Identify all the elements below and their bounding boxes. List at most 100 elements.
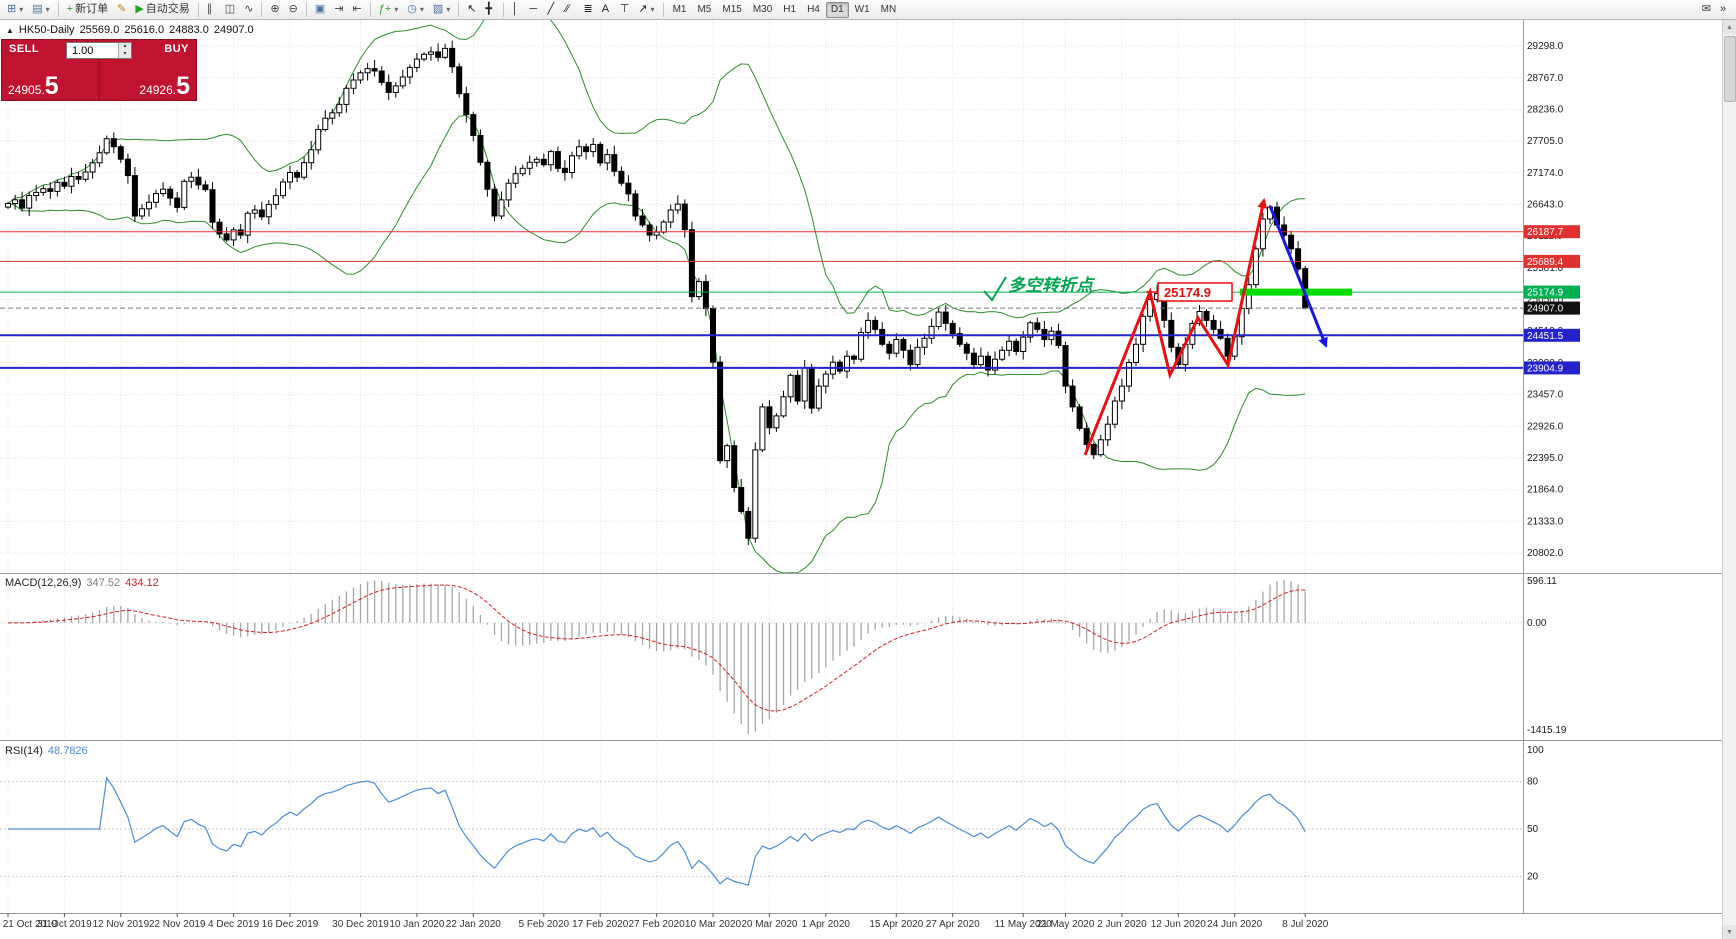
svg-text:21864.0: 21864.0 xyxy=(1527,485,1564,496)
svg-text:50: 50 xyxy=(1527,824,1539,835)
zigzag-annotation[interactable] xyxy=(1083,198,1268,456)
candlestick-chart-icon: ◫ xyxy=(224,3,236,15)
timeframe-m1-button[interactable]: M1 xyxy=(668,2,692,18)
pane-separator-macd[interactable] xyxy=(0,571,1722,576)
price-tag-text: 25174.9 xyxy=(1164,285,1211,300)
svg-text:11 May 2020: 11 May 2020 xyxy=(995,919,1053,930)
vertical-line-button[interactable]: │ xyxy=(508,1,525,18)
mail-button[interactable]: ✉ xyxy=(1698,1,1715,18)
tile-windows-button[interactable]: ▣ xyxy=(311,1,329,18)
svg-text:-1415.19: -1415.19 xyxy=(1527,725,1567,736)
svg-text:26643.0: 26643.0 xyxy=(1527,200,1564,211)
rsi-value: 48.7826 xyxy=(47,745,88,757)
dropdown-arrow-icon: ▾ xyxy=(19,4,24,14)
scrollbar-thumb[interactable] xyxy=(1723,36,1736,102)
dropdown-arrow-icon: ▾ xyxy=(394,4,399,14)
price-tag-annotation[interactable] xyxy=(1157,282,1233,302)
svg-text:25174.9: 25174.9 xyxy=(1527,288,1564,299)
toolbar-separator xyxy=(57,2,59,17)
chart-shift-button[interactable]: ⇤ xyxy=(348,1,365,18)
volume-up-button[interactable]: ▴ xyxy=(119,43,131,51)
one-click-trading-widget: SELL 24905.5 1.00 ▴ ▾ BUY 24926.5 xyxy=(1,39,197,101)
scrollbar-track[interactable] xyxy=(1723,102,1736,925)
svg-text:24 Jun 2020: 24 Jun 2020 xyxy=(1207,919,1262,930)
toolbar-overflow-button[interactable]: » xyxy=(1716,1,1733,18)
crosshair-button[interactable]: ╋ xyxy=(482,1,499,18)
auto-scroll-button[interactable]: ⇥ xyxy=(330,1,347,18)
zoom-out-button[interactable]: ⊖ xyxy=(285,1,302,18)
svg-text:12 Nov 2019: 12 Nov 2019 xyxy=(92,919,149,930)
label-tool-button[interactable]: ⊤ xyxy=(616,1,634,18)
svg-text:8 Jul 2020: 8 Jul 2020 xyxy=(1282,919,1329,930)
svg-text:22395.0: 22395.0 xyxy=(1527,453,1564,464)
autotrading-button[interactable]: ▶ 自动交易 xyxy=(131,1,193,18)
trendline-button[interactable]: ╱ xyxy=(544,1,561,18)
scroll-down-button[interactable]: ▼ xyxy=(1723,925,1736,939)
down-arrow-annotation[interactable] xyxy=(1268,205,1328,348)
bar-chart-button[interactable]: ∥ xyxy=(203,1,220,18)
svg-text:25689.4: 25689.4 xyxy=(1527,257,1564,268)
volume-input[interactable]: 1.00 xyxy=(72,44,94,57)
svg-text:10 Jan 2020: 10 Jan 2020 xyxy=(389,919,444,930)
channel-button[interactable]: ∕∕ xyxy=(562,1,579,18)
line-chart-button[interactable]: ∿ xyxy=(240,1,257,18)
rsi-axis-labels: 100 80 50 20 xyxy=(1527,745,1544,882)
vertical-scrollbar[interactable]: ▲ ▼ xyxy=(1722,20,1736,939)
indicators-button[interactable]: ƒ+ ▾ xyxy=(375,1,403,18)
periods-button[interactable]: ◷ ▾ xyxy=(403,1,428,18)
label-tool-icon: ⊤ xyxy=(619,3,630,15)
fibonacci-button[interactable]: ≣ xyxy=(580,1,597,18)
horizontal-line-icon: ─ xyxy=(529,3,538,15)
toolbar-separator xyxy=(305,2,307,17)
macd-value-signal: 434.12 xyxy=(125,577,159,589)
arrows-tool-button[interactable]: ↗ ▾ xyxy=(634,1,658,18)
macd-axis-labels: 596.11 0.00 -1415.19 xyxy=(1527,576,1567,736)
svg-text:4 Dec 2019: 4 Dec 2019 xyxy=(208,919,260,930)
macd-pane xyxy=(0,580,1523,734)
new-chart-button[interactable]: ⊞ ▾ xyxy=(3,1,27,18)
price-axis-labels: 29298.0 28767.0 28236.0 27705.0 27174.0 26643… xyxy=(1524,41,1580,559)
note-text-annotation[interactable]: 多空转折点 xyxy=(1008,276,1096,295)
chart-symbol-icon: ▲ xyxy=(6,26,14,35)
candlestick-chart-button[interactable]: ◫ xyxy=(221,1,239,18)
zoom-in-button[interactable]: ⊕ xyxy=(266,1,283,18)
svg-text:24451.5: 24451.5 xyxy=(1527,331,1564,342)
svg-text:21 Oct 2019: 21 Oct 2019 xyxy=(3,919,58,930)
svg-text:27174.0: 27174.0 xyxy=(1527,168,1564,179)
pane-separator-timeaxis[interactable] xyxy=(0,911,1722,916)
line-chart-icon: ∿ xyxy=(244,3,254,15)
timeframe-m15-button[interactable]: M15 xyxy=(717,2,746,18)
scroll-up-button[interactable]: ▲ xyxy=(1723,20,1736,34)
volume-spinner: ▴ ▾ xyxy=(118,43,131,58)
toolbar-separator xyxy=(502,2,504,17)
timeframe-m30-button[interactable]: M30 xyxy=(748,2,777,18)
buy-label: BUY xyxy=(164,43,189,55)
horizontal-line-button[interactable]: ─ xyxy=(526,1,543,18)
timeframe-w1-button[interactable]: W1 xyxy=(850,2,875,18)
auto-scroll-icon: ⇥ xyxy=(334,3,344,15)
svg-text:596.11: 596.11 xyxy=(1527,576,1557,587)
channel-icon: ∕∕ xyxy=(565,3,570,15)
cursor-button[interactable]: ↖ xyxy=(463,1,480,18)
volume-down-button[interactable]: ▾ xyxy=(119,50,131,58)
toolbar-separator xyxy=(197,2,199,17)
templates-button[interactable]: ▨ ▾ xyxy=(429,1,454,18)
timeframe-m5-button[interactable]: M5 xyxy=(692,2,716,18)
chart-shift-icon: ⇤ xyxy=(352,3,362,15)
timeframe-mn-button[interactable]: MN xyxy=(876,2,902,18)
autotrading-label: 自动交易 xyxy=(145,3,190,15)
svg-text:23904.9: 23904.9 xyxy=(1527,363,1564,374)
sell-label: SELL xyxy=(9,43,40,55)
svg-text:22 Jan 2020: 22 Jan 2020 xyxy=(446,919,501,930)
new-order-button[interactable]: + 新订单 xyxy=(63,1,112,18)
timeframe-h4-button[interactable]: H4 xyxy=(802,2,825,18)
svg-text:5 Feb 2020: 5 Feb 2020 xyxy=(518,919,569,930)
text-tool-button[interactable]: A xyxy=(598,1,615,18)
timeframe-d1-button[interactable]: D1 xyxy=(825,1,849,18)
pane-separator-rsi[interactable] xyxy=(0,738,1722,743)
metaeditor-button[interactable]: ✎ xyxy=(113,1,130,18)
dropdown-arrow-icon: ▾ xyxy=(650,4,655,14)
profiles-button[interactable]: ▤ ▾ xyxy=(28,1,53,18)
timeframe-h1-button[interactable]: H1 xyxy=(778,2,801,18)
